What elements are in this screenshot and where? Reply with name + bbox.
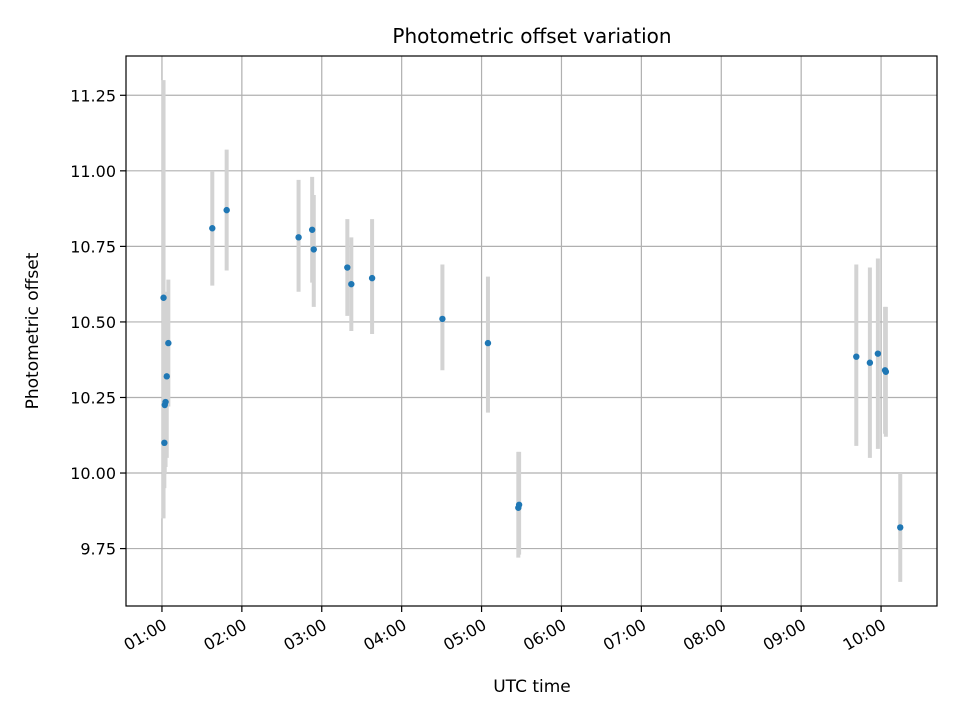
plot-frame xyxy=(125,55,938,607)
data-point xyxy=(160,294,167,301)
data-point xyxy=(209,225,216,232)
y-tick-label: 10.00 xyxy=(70,464,116,483)
data-point xyxy=(344,264,351,271)
data-point xyxy=(853,353,860,360)
x-tick-label: 05:00 xyxy=(440,615,489,655)
y-axis-ticks: 9.75 10.00 10.25 10.50 10.75 11.00 11.25 xyxy=(70,86,126,559)
data-point xyxy=(310,246,317,253)
y-tick-label: 11.25 xyxy=(70,86,116,105)
x-tick-label: 02:00 xyxy=(200,615,249,655)
data-point xyxy=(295,234,302,241)
data-point xyxy=(515,501,523,508)
data-point xyxy=(165,339,172,347)
data-points xyxy=(160,206,904,531)
data-point xyxy=(162,398,169,406)
data-point xyxy=(439,315,446,323)
data-point xyxy=(163,373,170,380)
error-bars xyxy=(161,80,903,582)
x-axis-label: UTC time xyxy=(493,677,571,697)
data-point xyxy=(866,359,874,366)
chart-title: Photometric offset variation xyxy=(392,24,671,48)
y-tick-label: 10.25 xyxy=(70,388,116,407)
data-point xyxy=(308,226,316,233)
data-point xyxy=(161,439,168,447)
x-tick-label: 06:00 xyxy=(520,615,569,655)
x-tick-label: 03:00 xyxy=(280,615,329,655)
x-tick-label: 10:00 xyxy=(840,615,889,655)
x-tick-label: 04:00 xyxy=(360,615,409,655)
y-tick-label: 11.00 xyxy=(70,162,116,181)
data-point xyxy=(897,524,904,531)
data-point xyxy=(223,206,230,214)
data-point xyxy=(484,339,492,347)
x-axis-ticks: 01:00 02:00 03:00 04:00 05:00 06:00 07:00 08:00… xyxy=(121,606,889,655)
grid xyxy=(126,56,937,606)
data-point xyxy=(874,350,882,357)
x-tick-label: 09:00 xyxy=(760,615,809,655)
y-tick-label: 10.50 xyxy=(70,313,116,332)
y-tick-label: 9.75 xyxy=(80,540,116,559)
data-point xyxy=(348,280,355,288)
x-tick-label: 01:00 xyxy=(121,615,170,655)
data-point xyxy=(368,274,376,282)
y-axis-label: Photometric offset xyxy=(23,252,43,409)
data-point xyxy=(882,368,890,375)
y-tick-label: 10.75 xyxy=(70,237,116,256)
x-tick-label: 07:00 xyxy=(600,615,649,655)
x-tick-label: 08:00 xyxy=(680,615,729,655)
